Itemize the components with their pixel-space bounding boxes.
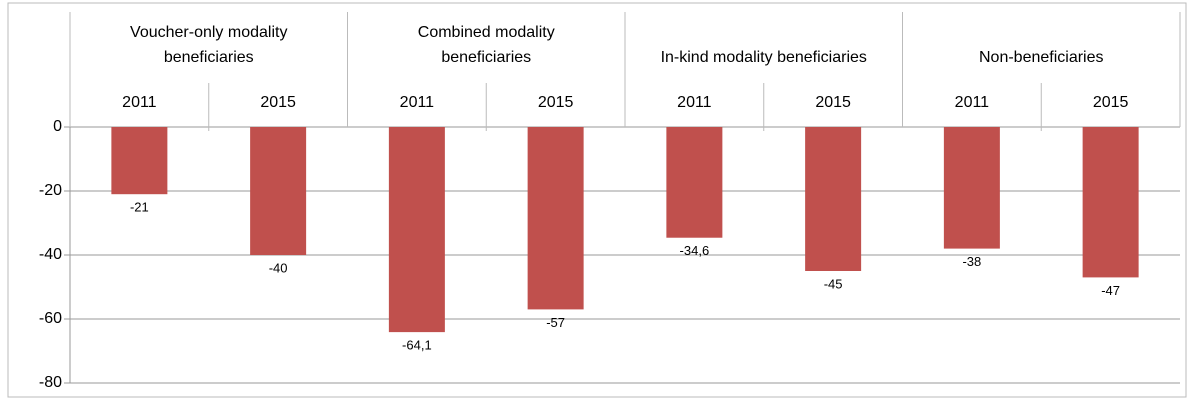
bar [527,127,584,310]
data-label: -40 [269,260,288,275]
y-tick-label: 0 [53,118,62,135]
data-label: -64,1 [402,338,432,353]
x-tick-label: 2015 [538,94,574,111]
group-label: Voucher-only modality beneficiaries [130,24,288,66]
data-label: -38 [962,254,981,269]
x-tick-label: 2015 [1093,94,1129,111]
chart-border [7,2,1187,398]
y-tick-label: -40 [39,246,62,263]
x-tick-label: 2011 [400,94,435,111]
x-tick-label: 2011 [122,94,157,111]
x-tick-label: 2015 [815,94,851,111]
data-label: -21 [130,200,149,215]
group-label: Non-beneficiaries [978,49,1104,66]
x-tick-label: 2015 [260,94,296,111]
bar [805,127,862,271]
bar [388,127,445,333]
y-tick-label: -20 [39,182,62,199]
data-label: -47 [1101,283,1120,298]
bar [250,127,307,255]
bar [1082,127,1139,278]
bar [943,127,1000,249]
bar [111,127,168,195]
data-label: -57 [546,315,565,330]
y-tick-label: -80 [39,374,62,391]
bar [666,127,723,238]
data-label: -45 [824,276,843,291]
x-tick-label: 2011 [677,94,712,111]
group-label: Combined modality beneficiaries [417,24,555,66]
x-tick-label: 2011 [955,94,990,111]
data-label: -34,6 [680,243,710,258]
group-label: In-kind modality beneficiaries [660,49,867,66]
y-tick-label: -60 [39,310,62,327]
